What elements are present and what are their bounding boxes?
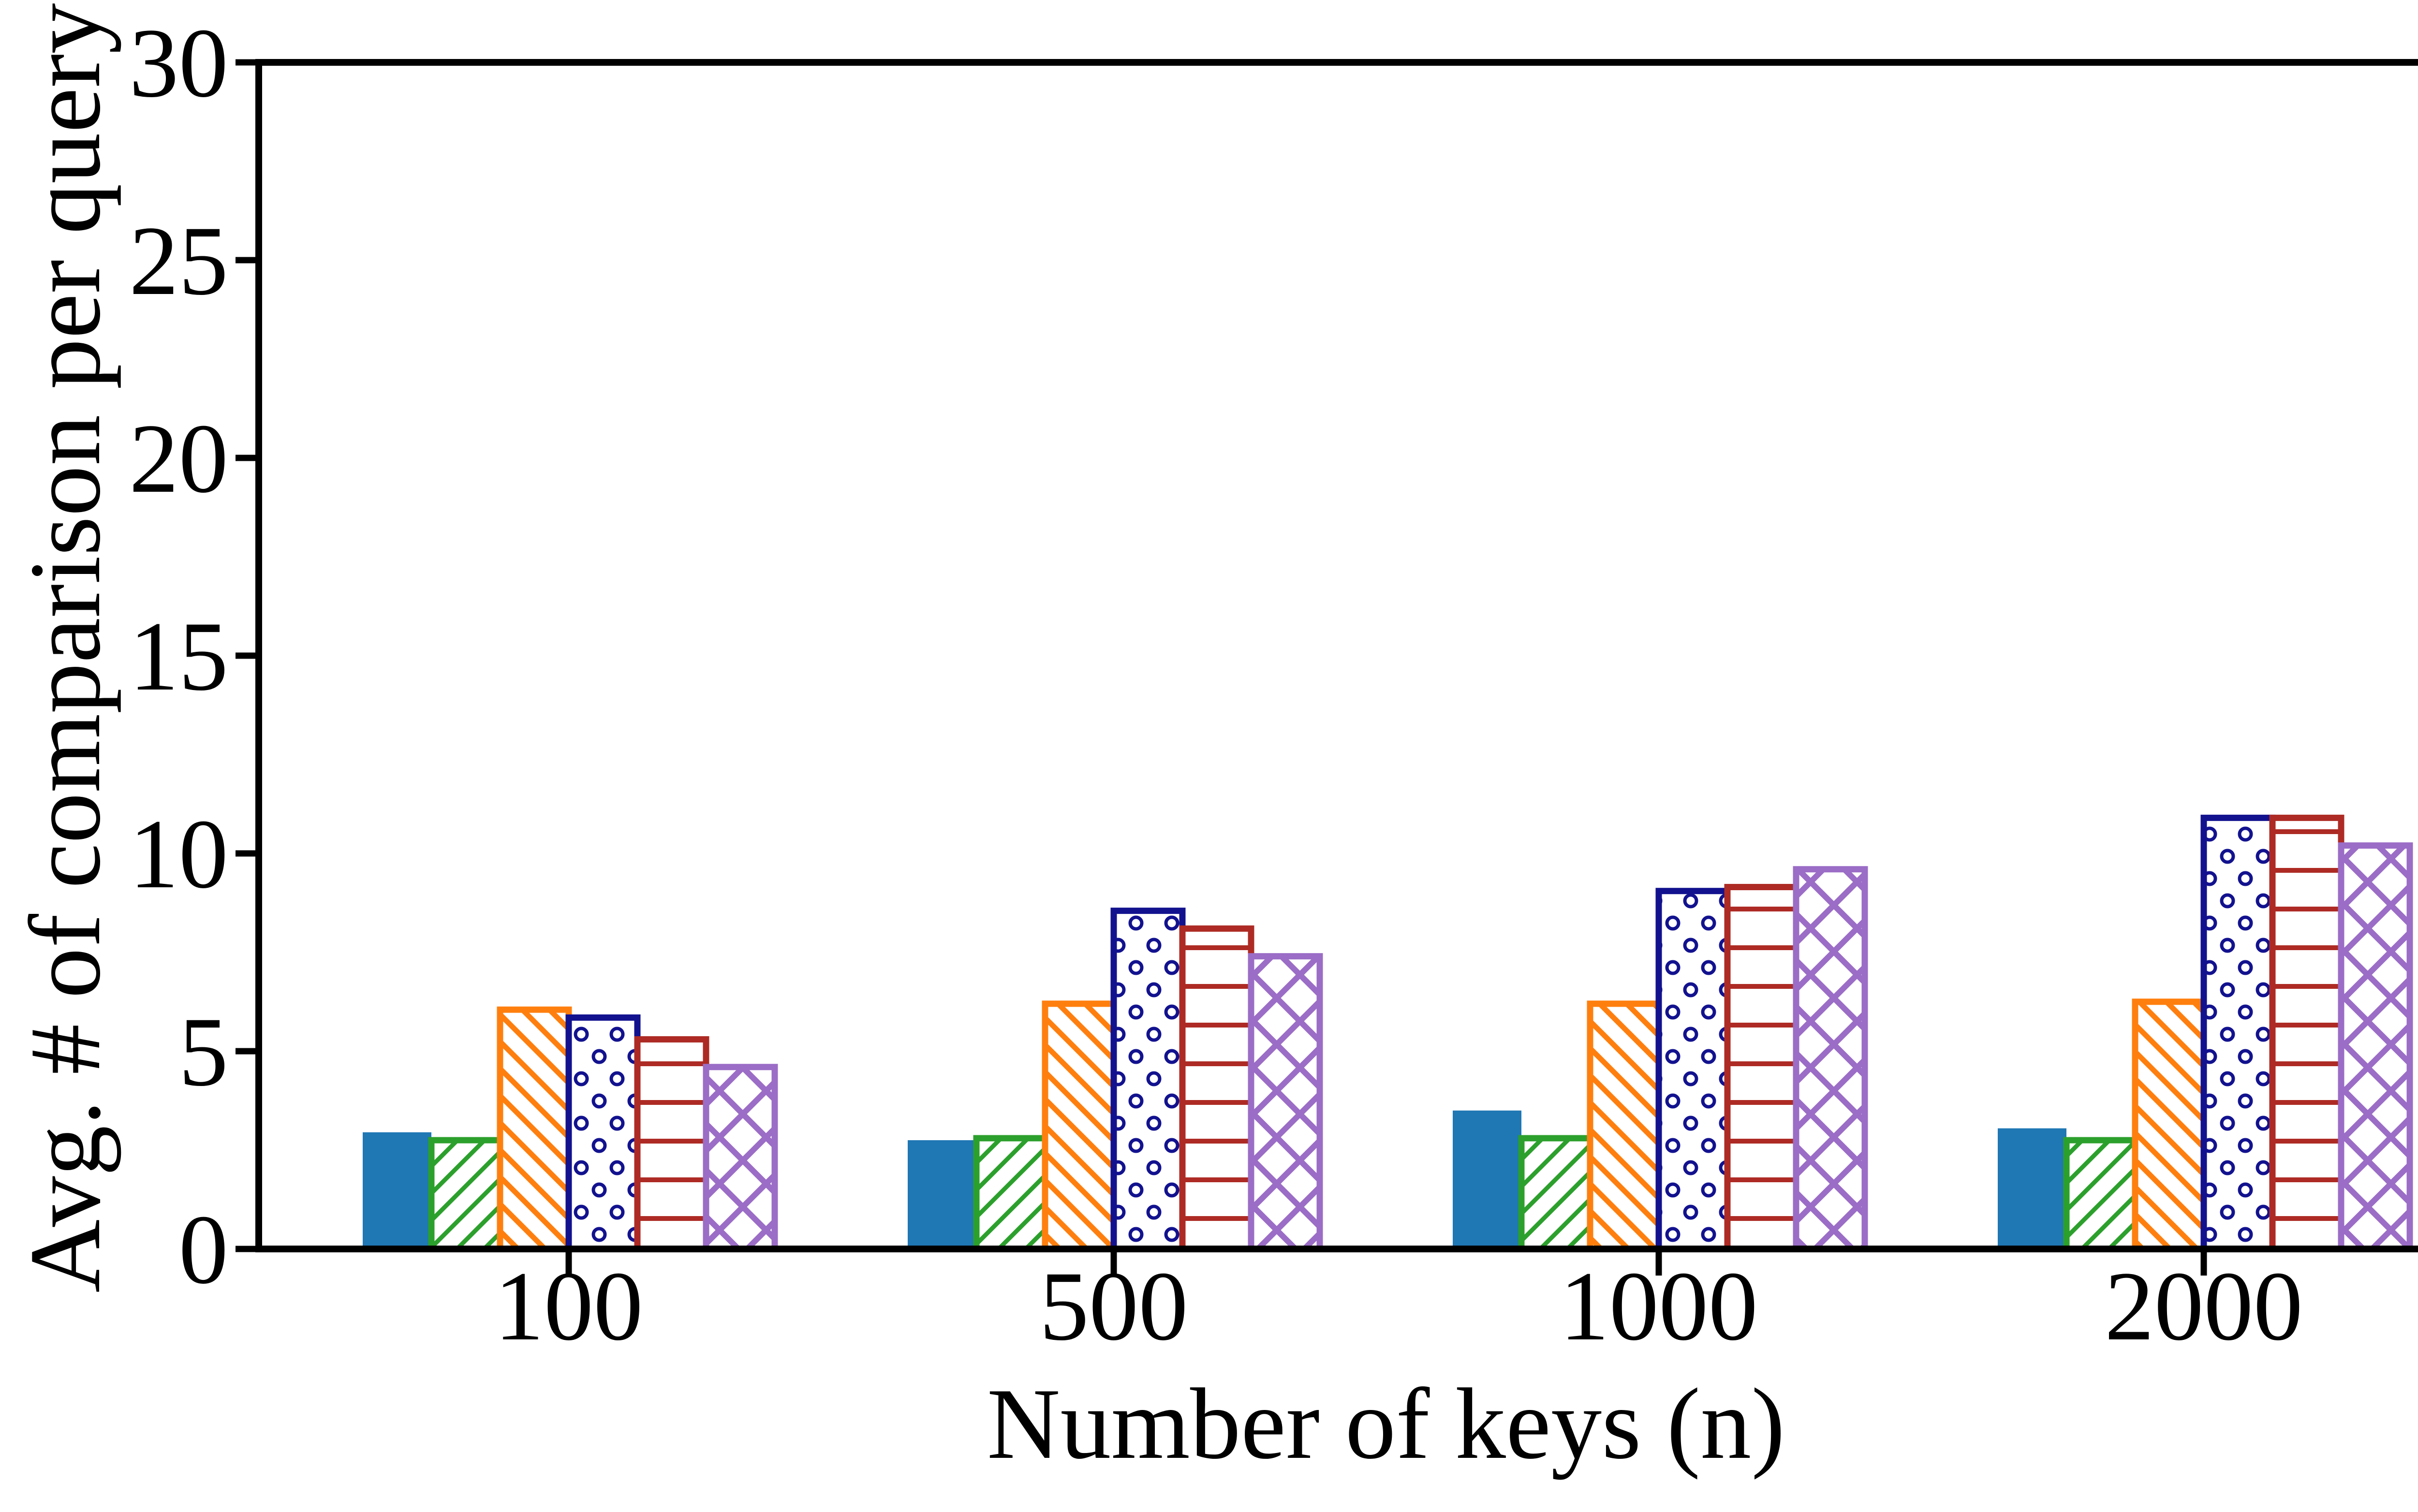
x-axis-label: Number of keys (n) (987, 1368, 1785, 1480)
x-tick-label-2000: 2000 (2105, 1251, 2303, 1361)
bar-2000-solid-blue-bar (1998, 1128, 2066, 1249)
bar-2000-green-diagonal-hatch-bar (2063, 1137, 2138, 1252)
y-tick-label-30: 30 (129, 8, 228, 118)
bar-2000-navy-circle-hatch-bar (2200, 814, 2276, 1252)
bar-500-orange-diagonal-hatch-bar (1042, 1000, 1117, 1252)
bar-500-solid-blue-bar (908, 1140, 976, 1249)
bar-100-orange-diagonal-hatch-bar (497, 1006, 572, 1252)
bar-100-purple-crosshatch-bar (703, 1064, 778, 1252)
y-axis-tick-labels: 0 5 10 15 20 25 30 (129, 8, 228, 1305)
bar-100-green-diagonal-hatch-bar (428, 1137, 503, 1252)
bar-500-navy-circle-hatch-bar (1110, 908, 1186, 1252)
y-tick-label-25: 25 (129, 206, 228, 316)
x-tick-label-100: 100 (494, 1251, 643, 1361)
y-axis-label: Avg. # of comparison per query (9, 3, 121, 1292)
bar-1000-darkred-hline-hatch-bar (1724, 884, 1799, 1252)
bar-1000-solid-blue-bar (1453, 1110, 1521, 1249)
bar-100-solid-blue-bar (363, 1132, 431, 1249)
bar-2000-purple-crosshatch-bar (2338, 842, 2413, 1252)
x-tick-label-500: 500 (1039, 1251, 1188, 1361)
bar-1000-purple-crosshatch-bar (1793, 866, 1868, 1252)
y-tick-label-10: 10 (129, 799, 228, 909)
x-axis-tick-labels: 100 500 1000 2000 (494, 1251, 2303, 1361)
y-tick-label-15: 15 (129, 602, 228, 711)
bar-500-purple-crosshatch-bar (1248, 953, 1323, 1252)
x-axis-ticks (565, 1249, 2207, 1276)
y-tick-label-5: 5 (179, 997, 229, 1107)
bar-100-navy-circle-hatch-bar (565, 1014, 641, 1252)
bar-1000-orange-diagonal-hatch-bar (1587, 1000, 1662, 1252)
bar-2000-darkred-hline-hatch-bar (2269, 814, 2344, 1252)
x-tick-label-1000: 1000 (1560, 1251, 1758, 1361)
bar-500-green-diagonal-hatch-bar (973, 1135, 1048, 1252)
bar-500-darkred-hline-hatch-bar (1179, 925, 1254, 1252)
bar-1000-navy-circle-hatch-bar (1655, 888, 1731, 1252)
bar-100-darkred-hline-hatch-bar (634, 1036, 709, 1252)
y-axis-ticks (236, 59, 259, 1252)
y-tick-label-20: 20 (129, 404, 228, 514)
y-tick-label-0: 0 (179, 1195, 229, 1305)
bar-1000-green-diagonal-hatch-bar (1518, 1135, 1593, 1252)
bars-layer (363, 814, 2413, 1252)
bar-2000-orange-diagonal-hatch-bar (2132, 998, 2207, 1252)
